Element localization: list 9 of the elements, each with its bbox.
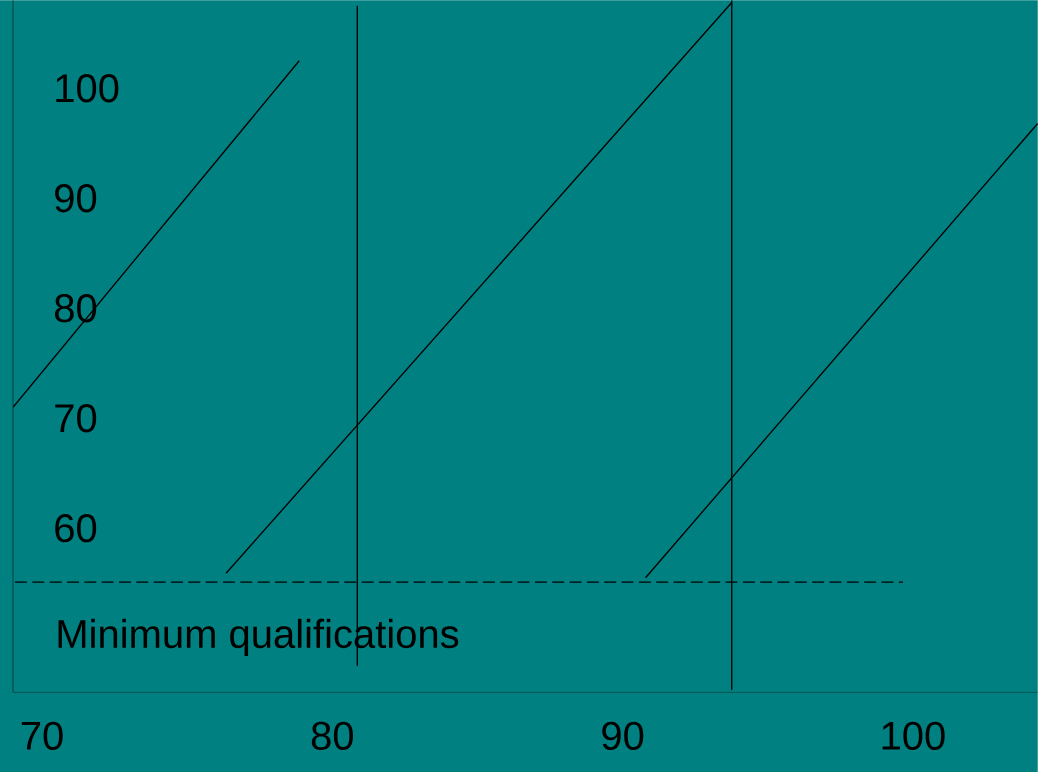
y-tick-label: 90 bbox=[55, 184, 97, 213]
x-tick-label: 80 bbox=[311, 721, 353, 750]
x-tick-label: 90 bbox=[602, 721, 644, 750]
y-tick-label: 80 bbox=[54, 294, 97, 323]
x-tick-label: 100 bbox=[882, 721, 945, 750]
y-tick-label: 70 bbox=[55, 404, 97, 433]
y-tick-label: 100 bbox=[56, 74, 119, 103]
x-tick-label: 70 bbox=[21, 721, 63, 750]
y-tick-label: 60 bbox=[55, 514, 97, 543]
